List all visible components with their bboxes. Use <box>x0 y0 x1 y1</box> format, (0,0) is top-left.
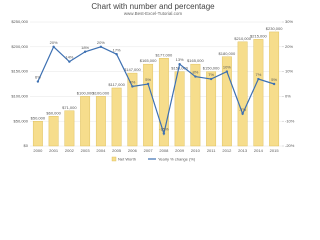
y-tick-label: $150,000 <box>11 69 28 74</box>
x-tick-label: 2000 <box>33 148 43 153</box>
y2-tick-label: 0% <box>285 93 291 98</box>
x-tick-label: 2005 <box>112 148 122 153</box>
bar <box>190 63 201 147</box>
x-tick-label: 2001 <box>49 148 59 153</box>
line-marker <box>36 80 40 83</box>
bar <box>237 41 248 147</box>
line-marker <box>225 70 229 73</box>
line-marker <box>52 45 55 48</box>
bar <box>143 63 154 147</box>
line-marker <box>241 112 244 115</box>
line-label: 7% <box>255 72 261 77</box>
bar-label: $165,000 <box>187 58 204 63</box>
bar <box>127 72 138 147</box>
x-tick-label: 2008 <box>159 148 169 153</box>
bar <box>253 39 264 147</box>
chart: Chart with number and percentage www.Bes… <box>11 2 295 162</box>
y-tick-label: $100,000 <box>11 93 28 98</box>
x-tick-label: 2015 <box>270 148 280 153</box>
bar-label: $100,000 <box>93 90 110 95</box>
chart-title: Chart with number and percentage <box>91 2 215 11</box>
y2-tick-label: 10% <box>285 69 293 74</box>
bar <box>64 110 75 147</box>
legend-label: Yearly % change (%) <box>158 157 196 162</box>
x-tick-label: 2013 <box>238 148 248 153</box>
x-tick-label: 2006 <box>128 148 138 153</box>
line-label: 10% <box>223 65 231 70</box>
line-label: 5% <box>271 77 277 82</box>
line-label: 17% <box>113 47 121 52</box>
line-label: 20% <box>97 40 105 45</box>
bar-label: $60,000 <box>46 110 61 115</box>
bar <box>206 71 217 147</box>
bar-label: $150,000 <box>203 66 220 71</box>
line-marker <box>146 82 150 86</box>
line-label: 6% <box>35 75 41 80</box>
line-marker <box>209 77 213 81</box>
bar <box>111 87 122 147</box>
bar-label: $210,000 <box>234 36 251 41</box>
line-label: -7% <box>239 107 247 112</box>
bar <box>174 71 185 147</box>
line-marker <box>131 85 134 88</box>
bar <box>221 56 232 147</box>
y-tick-label: $50,000 <box>14 118 29 123</box>
y-tick-label: $0 <box>24 143 29 148</box>
x-tick-label: 2003 <box>81 148 91 153</box>
x-tick-label: 2007 <box>144 148 154 153</box>
bar <box>32 120 43 147</box>
bar-label: $230,000 <box>266 26 283 31</box>
legend-label: Net Worth <box>118 157 136 162</box>
line-label: -15% <box>159 127 169 132</box>
bar-label: $147,000 <box>124 67 141 72</box>
bar <box>269 31 280 147</box>
y2-tick-label: -20% <box>285 143 295 148</box>
line-label: 13% <box>176 57 184 62</box>
x-tick-label: 2012 <box>222 148 232 153</box>
chart-subtitle: www.Best-Excel-Tutorial.com <box>124 11 183 16</box>
y2-tick-label: 20% <box>285 44 293 49</box>
line-marker <box>115 53 118 56</box>
line-label: 18% <box>81 45 89 50</box>
bar <box>80 96 91 147</box>
x-tick-label: 2004 <box>96 148 106 153</box>
x-tick-label: 2011 <box>207 148 216 153</box>
bar-label: $215,000 <box>250 33 267 38</box>
bar <box>95 96 106 147</box>
legend-swatch <box>111 156 117 162</box>
line-label: 8% <box>192 70 198 75</box>
line-marker <box>99 45 103 48</box>
x-tick-label: 2009 <box>175 148 185 153</box>
line-label: 20% <box>50 40 58 45</box>
line-marker <box>194 75 197 78</box>
line-marker <box>178 62 181 66</box>
y-tick-label: $200,000 <box>11 44 28 49</box>
line-marker <box>68 60 71 63</box>
line-label: 4% <box>129 80 135 85</box>
x-tick-label: 2002 <box>65 148 75 153</box>
bar-label: $150,000 <box>171 66 188 71</box>
line-label: 7% <box>208 72 214 77</box>
bar <box>48 116 59 147</box>
bar-label: $71,000 <box>62 105 77 110</box>
bar-label: $180,000 <box>219 51 236 56</box>
bar <box>158 58 169 147</box>
line-marker <box>162 132 166 135</box>
line-label: 14% <box>65 55 73 60</box>
y2-tick-label: -10% <box>285 118 295 123</box>
line-label: 5% <box>145 77 151 82</box>
y-tick-label: $250,000 <box>11 19 28 24</box>
bar-label: $50,000 <box>31 115 46 120</box>
y2-tick-label: 30% <box>285 19 293 24</box>
bar-label: $165,000 <box>140 58 157 63</box>
line-marker <box>257 77 260 81</box>
line <box>37 45 275 136</box>
x-tick-label: 2014 <box>254 148 264 153</box>
bar-label: $117,000 <box>108 82 125 87</box>
x-tick-label: 2010 <box>191 148 201 153</box>
bar-label: $100,000 <box>77 90 94 95</box>
line-marker <box>83 50 87 53</box>
bar-label: $177,000 <box>156 52 173 57</box>
line-marker <box>272 82 276 86</box>
